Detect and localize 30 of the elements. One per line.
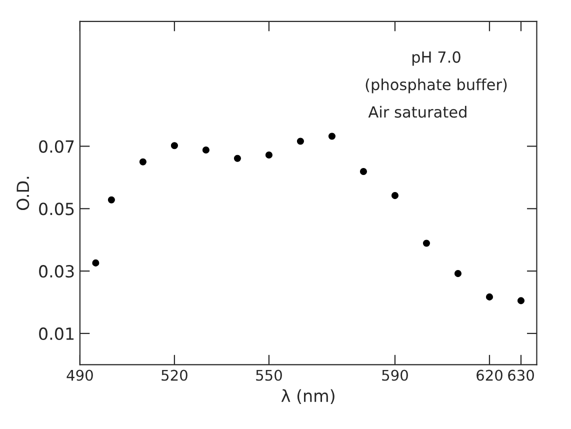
point [202,146,210,154]
point [170,142,178,150]
point [92,259,100,266]
y-tick-label: 0.01 [39,327,74,340]
x-tick-label: 550 [256,370,282,381]
x-axis-title: λ (nm) [281,389,334,404]
x-tick-label: 590 [382,370,408,381]
point [139,158,146,166]
point [296,138,304,145]
point [265,151,272,159]
annotation: pH 7.0 [412,51,460,66]
annotation: (phosphate buffer) [366,78,507,94]
point [234,154,241,162]
point [360,168,367,176]
point [328,132,336,140]
point [486,293,493,300]
y-axis-title: O.D. [16,176,30,210]
x-tick-label: 620 [476,370,502,381]
point [517,297,525,304]
y-tick-label: 0.07 [39,140,74,153]
x-tick-label: 490 [66,370,93,381]
y-tick-label: 0.03 [39,265,74,278]
annotation: Air saturated [368,106,466,118]
y-tick-label: 0.05 [39,202,74,216]
point [108,196,115,204]
point [454,270,462,278]
x-tick-label: 520 [162,370,188,381]
x-tick-label: 630 [508,370,534,381]
point [391,192,398,200]
point [422,240,430,247]
